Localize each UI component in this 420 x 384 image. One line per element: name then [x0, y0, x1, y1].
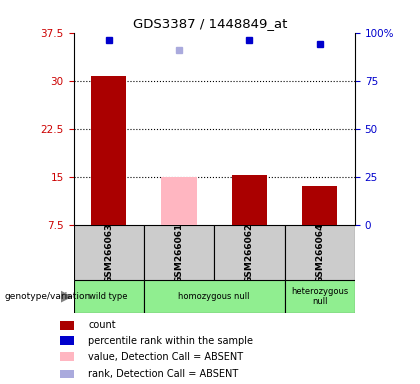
Bar [144, 225, 214, 280]
Text: percentile rank within the sample: percentile rank within the sample [88, 336, 253, 346]
Bar [285, 280, 355, 313]
Text: genotype/variation: genotype/variation [4, 292, 90, 301]
Bar [302, 186, 337, 225]
Bar [285, 225, 355, 280]
Text: GDS3387 / 1448849_at: GDS3387 / 1448849_at [133, 17, 287, 30]
Text: homozygous null: homozygous null [178, 292, 250, 301]
Bar [91, 76, 126, 225]
Bar [74, 280, 144, 313]
Text: GSM266064: GSM266064 [315, 222, 324, 283]
Bar [60, 336, 74, 345]
Polygon shape [61, 291, 73, 303]
Text: GSM266063: GSM266063 [104, 222, 113, 283]
Text: heterozygous
null: heterozygous null [291, 287, 348, 306]
Text: GSM266062: GSM266062 [245, 222, 254, 283]
Text: GSM266061: GSM266061 [175, 222, 184, 283]
Text: rank, Detection Call = ABSENT: rank, Detection Call = ABSENT [88, 369, 239, 379]
Bar [60, 353, 74, 361]
Text: value, Detection Call = ABSENT: value, Detection Call = ABSENT [88, 351, 243, 361]
Bar [161, 177, 197, 225]
Bar [74, 225, 144, 280]
Text: count: count [88, 320, 116, 330]
Text: wild type: wild type [89, 292, 128, 301]
Bar [60, 370, 74, 378]
Bar [60, 321, 74, 329]
Bar [232, 175, 267, 225]
Bar [144, 280, 285, 313]
Bar [214, 225, 285, 280]
